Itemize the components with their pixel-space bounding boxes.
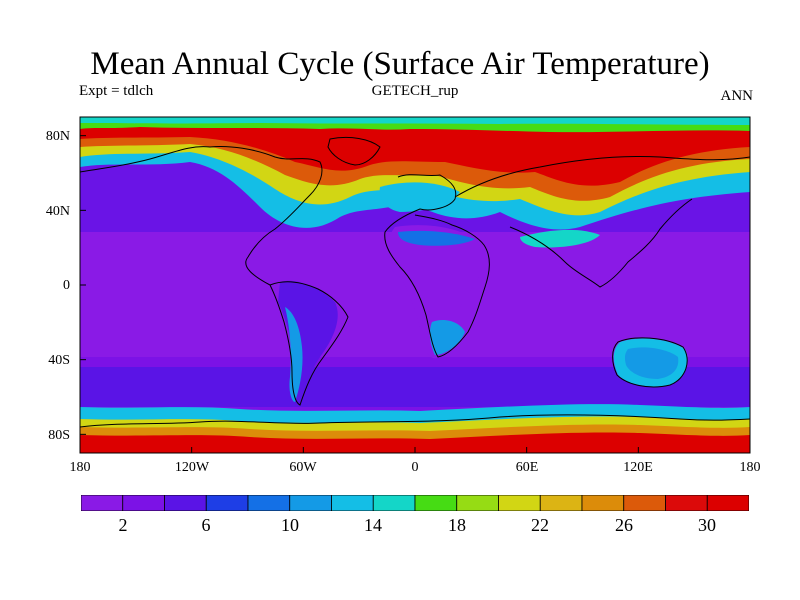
colorbar-swatch [498,495,541,511]
colorbar-label: 6 [201,515,211,535]
colorbar-swatch [456,495,499,511]
colorbar-swatch [289,495,332,511]
colorbar-label: 18 [448,515,466,535]
colorbar-label: 30 [698,515,716,535]
colorbar-label: 2 [118,515,128,535]
dataset-label: GETECH_rup [371,83,459,99]
x-tick-label: 60E [515,460,539,475]
x-tick-label: 120E [623,460,653,475]
arctic-red [80,117,750,186]
south-africa-cool [429,320,465,355]
coast-europe-africa [384,174,490,358]
asia-tibet [520,229,600,248]
coast-antarctica [80,414,750,428]
coast-asia [454,155,750,288]
sahara-cool [398,230,475,246]
colorbar-swatch [539,495,583,511]
colorbar-label: 14 [364,515,382,535]
europe-land [379,182,460,212]
x-tick-label: 180 [69,460,91,475]
temperature-map [80,117,750,453]
x-tick-label: 120W [174,460,210,475]
colorbar-swatch [247,495,291,511]
map-frame [79,116,751,454]
y-tick-label: 80N [45,129,70,144]
colorbar-swatch [414,495,458,511]
colorbar [81,495,749,511]
coast-south-america [269,281,349,406]
season-label: ANN [720,88,754,104]
y-tick-label: 40S [48,353,70,368]
coastlines [80,136,750,428]
colorbar-swatch [164,495,207,511]
antarctic-red [80,432,750,453]
coast-north-america [80,146,323,286]
y-tick-label: 40N [45,204,70,219]
colorbar-swatch [122,495,165,511]
y-tick-label: 80S [48,428,70,443]
colorbar-swatch [372,495,416,511]
colorbar-label: 10 [281,515,299,535]
australia-inner [624,347,679,379]
colorbar-swatch [623,495,666,511]
coast-greenland [327,136,381,166]
colorbar-label: 22 [531,515,549,535]
colorbar-label: 26 [615,515,633,535]
andes-cool [285,307,303,402]
experiment-label: Expt = tdlch [79,83,154,99]
map-title: Mean Annual Cycle (Surface Air Temperatu… [90,46,710,82]
africa-land [385,225,484,359]
y-tick-label: 0 [63,278,70,293]
colorbar-swatch [81,495,124,511]
colorbar-swatch [331,495,374,511]
coast-australia [612,337,688,388]
arctic-ocean-teal [80,117,750,125]
x-tick-label: 0 [411,460,419,475]
colorbar-swatch [665,495,708,511]
colorbar-swatch [706,495,749,511]
colorbar-swatch [581,495,625,511]
x-tick-label: 60W [289,460,317,475]
x-tick-label: 180 [739,460,761,475]
colorbar-swatch [205,495,249,511]
